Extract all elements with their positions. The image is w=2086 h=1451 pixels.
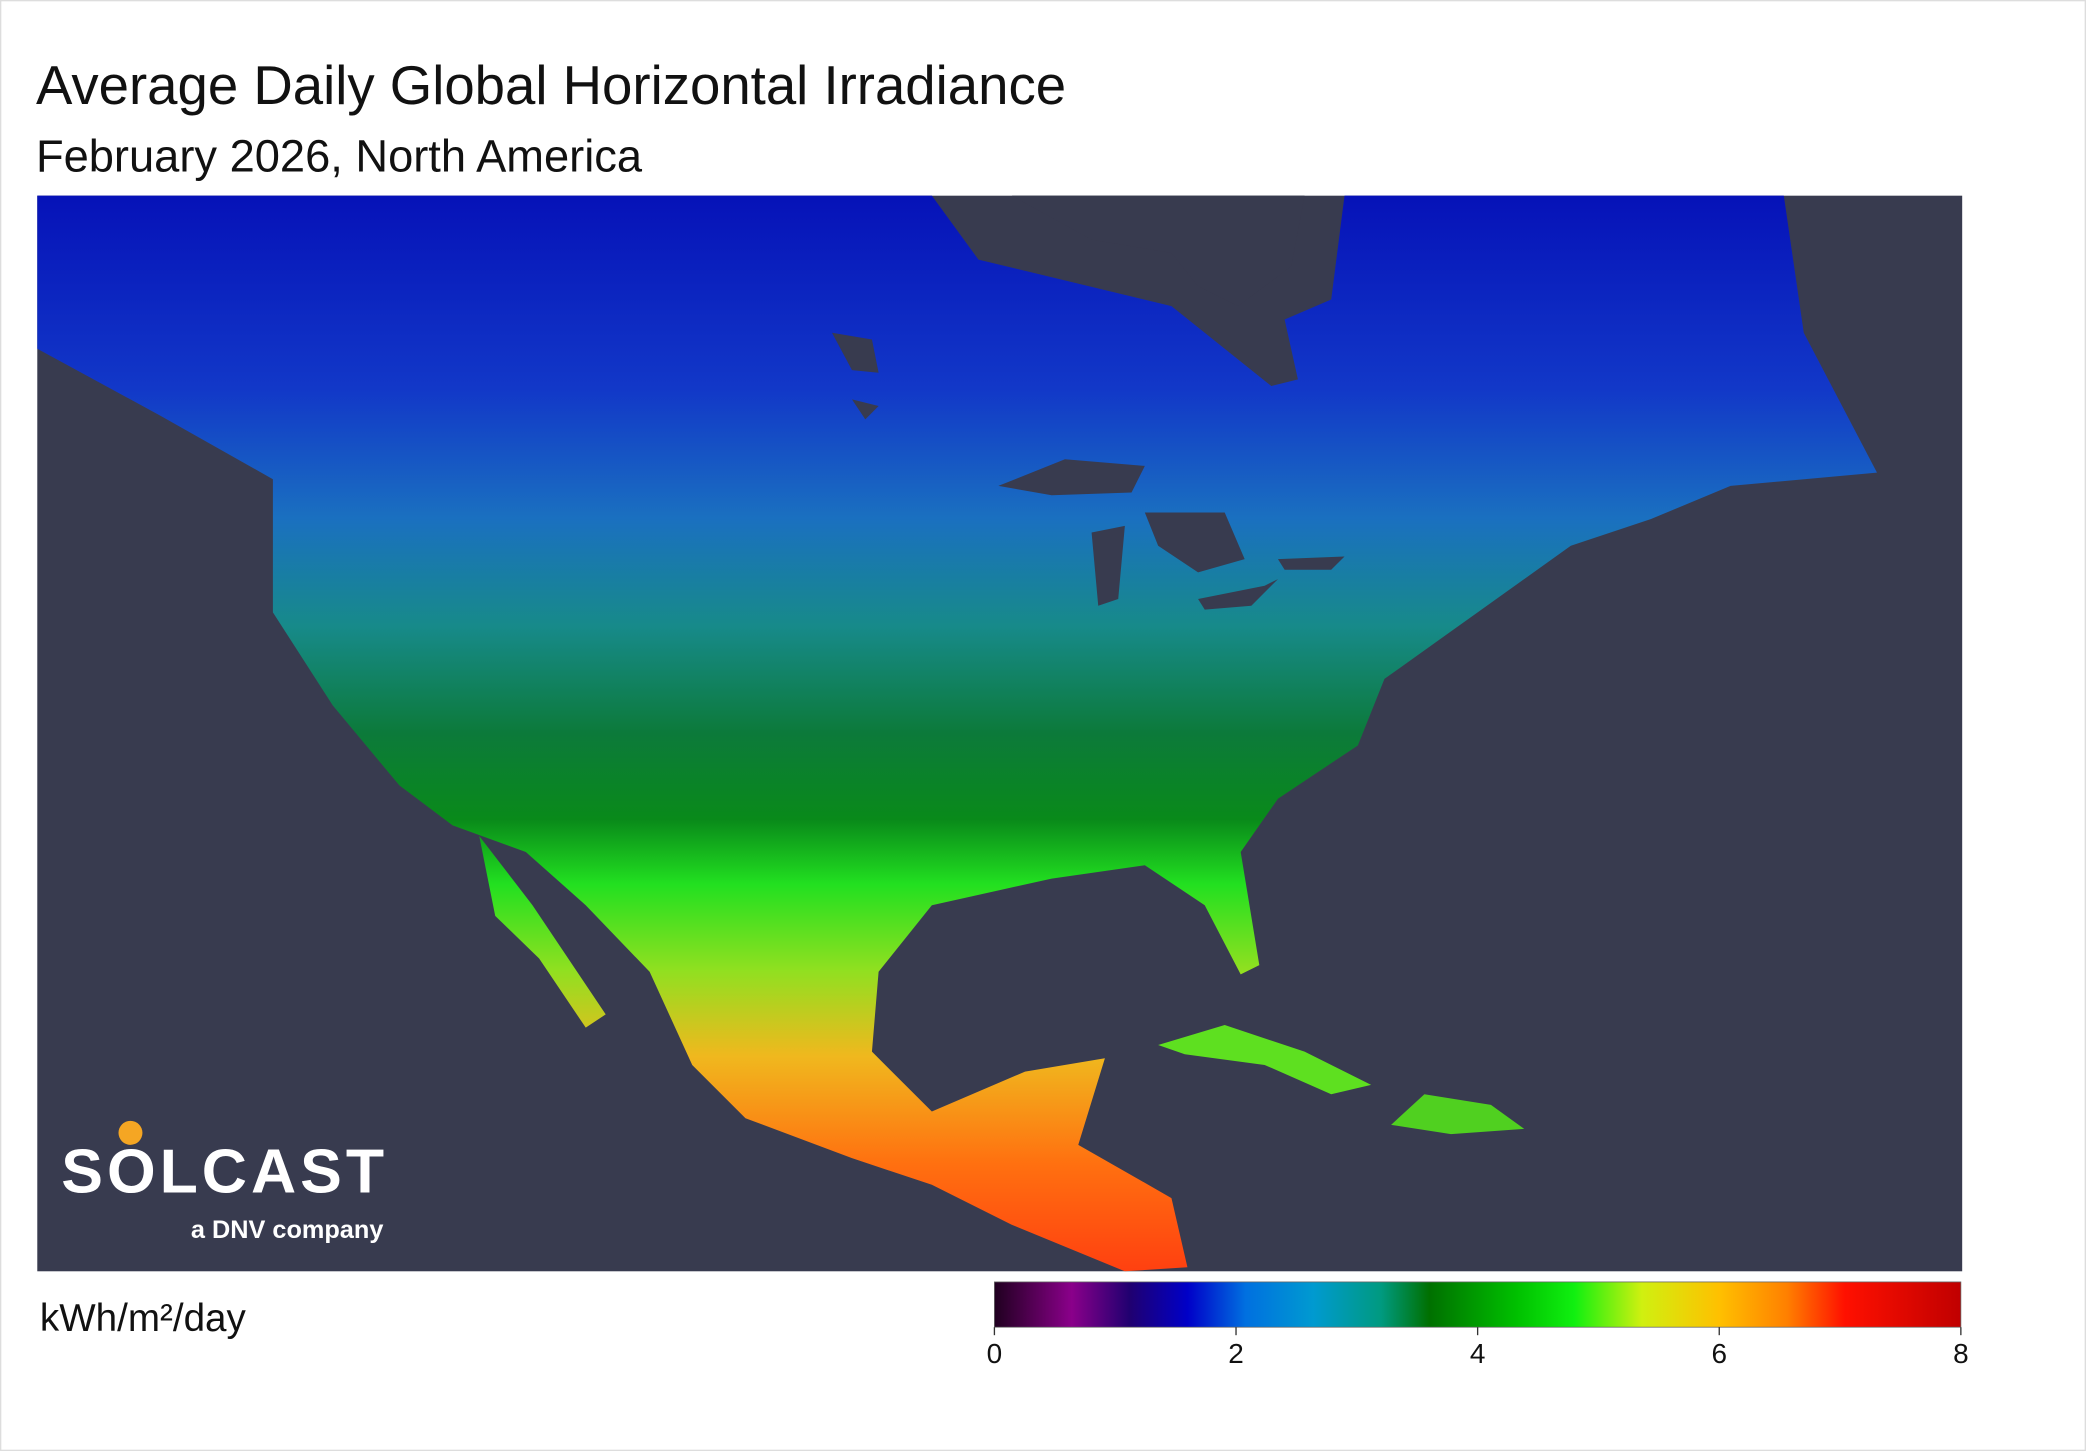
lakes bbox=[832, 332, 1345, 610]
colorbar bbox=[994, 1281, 1962, 1328]
hudson-bay bbox=[1011, 195, 1305, 307]
logo-tagline: a DNV company bbox=[191, 1216, 383, 1244]
landmass bbox=[37, 195, 1877, 1272]
tick-label: 0 bbox=[987, 1338, 1003, 1369]
map: SOLCAST a DNV company bbox=[37, 195, 1963, 1272]
logo-name: SOLCAST bbox=[61, 1137, 388, 1207]
colorbar-label: kWh/m²/day bbox=[40, 1297, 247, 1340]
cuba bbox=[1158, 1025, 1372, 1095]
tick-label: 2 bbox=[1228, 1338, 1244, 1369]
tick-label: 4 bbox=[1470, 1338, 1486, 1369]
subtitle: February 2026, North America bbox=[36, 131, 643, 182]
baja bbox=[479, 835, 606, 1028]
tick-label: 6 bbox=[1711, 1338, 1727, 1369]
tick-label: 8 bbox=[1953, 1338, 1969, 1369]
colorbar-ticks: 0 2 4 6 8 bbox=[987, 1327, 1969, 1369]
title: Average Daily Global Horizontal Irradian… bbox=[36, 55, 1066, 116]
logo-sun bbox=[118, 1120, 143, 1145]
hispaniola bbox=[1391, 1094, 1525, 1135]
solcast-logo: SOLCAST a DNV company bbox=[61, 1120, 388, 1244]
